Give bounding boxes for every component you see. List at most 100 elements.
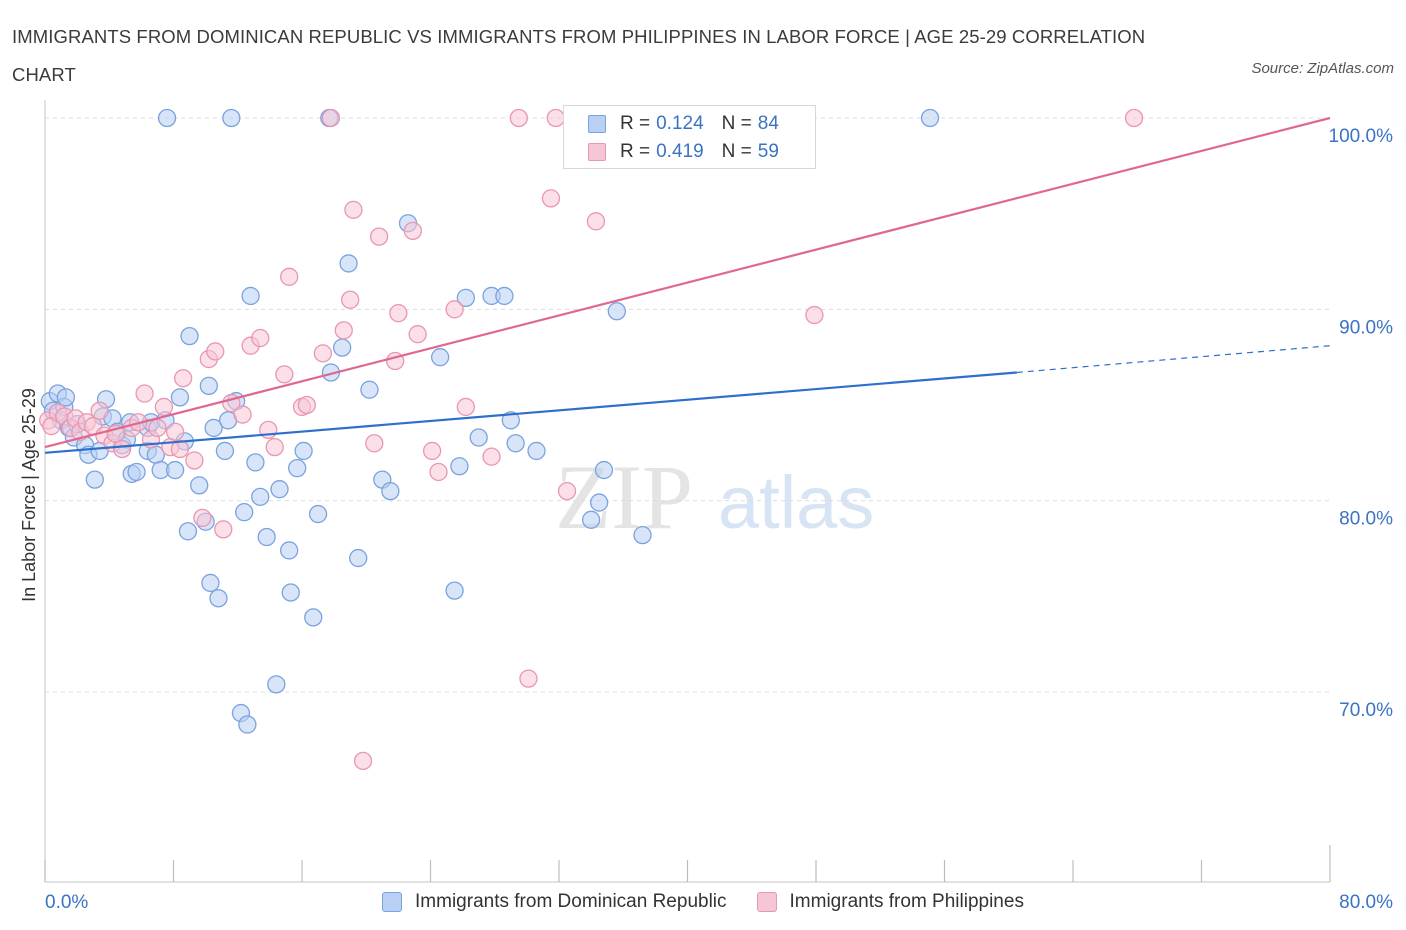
point-philippines — [509, 108, 528, 128]
point-dominican — [594, 460, 614, 480]
n-value: 59 — [757, 141, 779, 162]
watermark-atlas: atlas — [718, 461, 874, 544]
point-philippines — [279, 267, 299, 286]
point-dominican — [56, 388, 76, 407]
zipatlas-watermark: ZIP atlas — [555, 446, 874, 548]
point-philippines — [1124, 108, 1144, 128]
point-dominican — [251, 487, 270, 506]
source-label: Source: ZipAtlas.com — [1251, 60, 1394, 77]
point-philippines — [344, 200, 363, 219]
point-philippines — [112, 439, 132, 459]
point-philippines — [185, 451, 204, 470]
point-philippines — [265, 437, 284, 457]
point-dominican — [85, 470, 104, 489]
watermark-zip: ZIP — [555, 446, 693, 548]
point-dominican — [339, 254, 358, 273]
point-dominican — [360, 380, 379, 399]
point-dominican — [349, 548, 368, 568]
dominican-swatch — [588, 115, 606, 133]
legend-swatch-philippines — [756, 892, 777, 912]
y-tick-label: 90.0% — [1339, 317, 1393, 338]
point-philippines — [557, 481, 577, 501]
point-dominican — [267, 675, 286, 694]
r-value: 0.419 — [656, 141, 704, 162]
stats-legend: R = 0.124 N = 84 R = 0.419 N = 59 — [563, 105, 816, 169]
y-axis-label: In Labor Force | Age 25-29 — [19, 388, 39, 602]
trend-line-dominican — [44, 371, 1017, 454]
point-dominican — [199, 376, 218, 396]
point-dominican — [294, 441, 313, 461]
point-dominican — [607, 302, 626, 321]
legend-swatch-dominican — [382, 892, 403, 912]
point-dominican — [157, 108, 177, 128]
y-tick-label: 70.0% — [1339, 700, 1393, 721]
point-dominican — [527, 441, 546, 461]
point-philippines — [429, 462, 448, 482]
point-philippines — [321, 108, 341, 128]
point-philippines — [586, 212, 606, 231]
series-philippines-points — [39, 108, 1144, 771]
stats-row-dominican: R = 0.124 N = 84 — [588, 110, 779, 138]
point-dominican — [430, 348, 450, 367]
point-dominican — [241, 286, 260, 306]
point-philippines — [170, 439, 190, 459]
point-dominican — [127, 462, 146, 482]
point-dominican — [215, 441, 235, 461]
legend-item-philippines: Immigrants from Philippines — [756, 891, 1024, 913]
point-dominican — [281, 583, 300, 602]
n-label: N = — [721, 113, 752, 134]
trend-lines — [44, 116, 1331, 454]
x-tick-label: 0.0% — [45, 892, 88, 913]
point-philippines — [546, 108, 565, 128]
point-philippines — [233, 405, 252, 424]
point-dominican — [190, 476, 209, 495]
point-dominican — [288, 458, 307, 478]
point-philippines — [365, 434, 384, 453]
point-philippines — [193, 508, 212, 528]
point-philippines — [251, 328, 270, 348]
point-dominican — [333, 338, 352, 357]
point-philippines — [369, 227, 389, 246]
point-dominican — [501, 411, 520, 430]
point-philippines — [541, 189, 561, 208]
point-dominican — [257, 527, 276, 547]
axis-labels: 70.0% 80.0% 90.0% 100.0% 0.0% 80.0% In Labor F… — [19, 126, 1393, 913]
point-dominican — [170, 388, 190, 407]
series-legend: Immigrants from Dominican Republic Immig… — [0, 886, 1406, 918]
point-dominican — [381, 481, 400, 501]
point-philippines — [90, 401, 109, 420]
point-dominican — [590, 493, 609, 512]
point-philippines — [173, 369, 193, 388]
point-dominican — [222, 108, 241, 128]
point-dominican — [456, 288, 475, 308]
point-dominican — [920, 108, 940, 128]
point-philippines — [165, 422, 185, 441]
point-dominican — [495, 286, 514, 306]
y-tick-label: 80.0% — [1339, 509, 1393, 530]
point-dominican — [279, 541, 299, 560]
point-philippines — [206, 342, 225, 361]
point-dominican — [304, 608, 323, 627]
r-label: R = — [620, 141, 651, 162]
n-label: N = — [721, 141, 752, 162]
stats-row-philippines: R = 0.419 N = 59 — [588, 138, 779, 166]
point-philippines — [519, 669, 538, 688]
point-dominican — [246, 453, 265, 472]
point-philippines — [135, 384, 154, 403]
legend-label-dominican: Immigrants from Dominican Republic — [415, 891, 727, 912]
r-label: R = — [620, 113, 651, 134]
point-philippines — [353, 751, 373, 771]
point-dominican — [235, 502, 254, 522]
trend-line-dominican-extension — [1016, 345, 1331, 374]
point-philippines — [805, 305, 824, 325]
chart-title: IMMIGRANTS FROM DOMINICAN REPUBLIC VS IM… — [12, 26, 1146, 85]
point-philippines — [445, 300, 464, 319]
philippines-swatch — [588, 143, 606, 161]
point-philippines — [422, 441, 442, 461]
legend-label-philippines: Immigrants from Philippines — [789, 891, 1024, 912]
point-dominican — [204, 418, 223, 438]
point-dominican — [165, 460, 185, 480]
point-philippines — [313, 344, 333, 363]
point-dominican — [180, 326, 199, 346]
